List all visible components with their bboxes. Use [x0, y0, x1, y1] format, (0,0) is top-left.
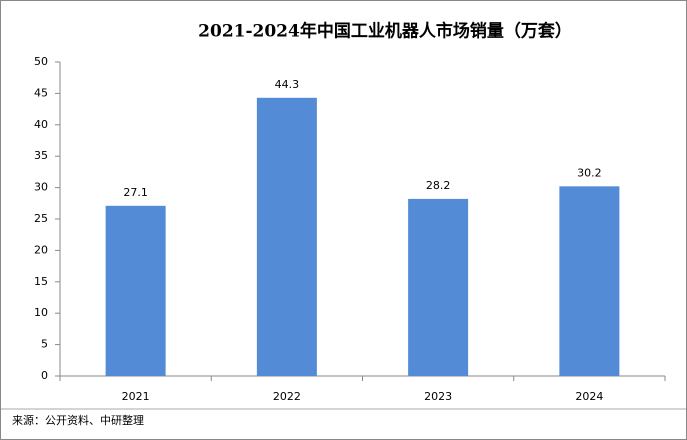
chart-title: 2021-2024年中国工业机器人市场销量（万套）	[198, 21, 572, 42]
x-tick-label: 2023	[424, 390, 452, 403]
x-tick-label: 2022	[273, 390, 301, 403]
source-note: 来源：公开资料、中研整理	[12, 413, 144, 427]
y-tick-label: 15	[34, 275, 48, 288]
y-tick-label: 5	[41, 338, 48, 351]
y-tick-label: 40	[34, 118, 48, 131]
y-tick-label: 30	[34, 181, 48, 194]
y-tick-label: 25	[34, 212, 48, 225]
x-tick-label: 2021	[122, 390, 150, 403]
x-tick-label: 2024	[575, 390, 603, 403]
data-label: 27.1	[123, 186, 148, 199]
y-tick-label: 0	[41, 369, 48, 382]
y-tick-label: 10	[34, 306, 48, 319]
bar	[256, 97, 317, 377]
y-tick-label: 35	[34, 149, 48, 162]
bar	[559, 186, 620, 376]
y-tick-label: 50	[34, 55, 48, 68]
y-tick-label: 20	[34, 243, 48, 256]
data-label: 44.3	[275, 78, 300, 91]
bar	[105, 205, 166, 376]
y-tick-label: 45	[34, 86, 48, 99]
data-label: 28.2	[426, 179, 451, 192]
data-label: 30.2	[577, 166, 602, 179]
bar	[408, 198, 469, 376]
